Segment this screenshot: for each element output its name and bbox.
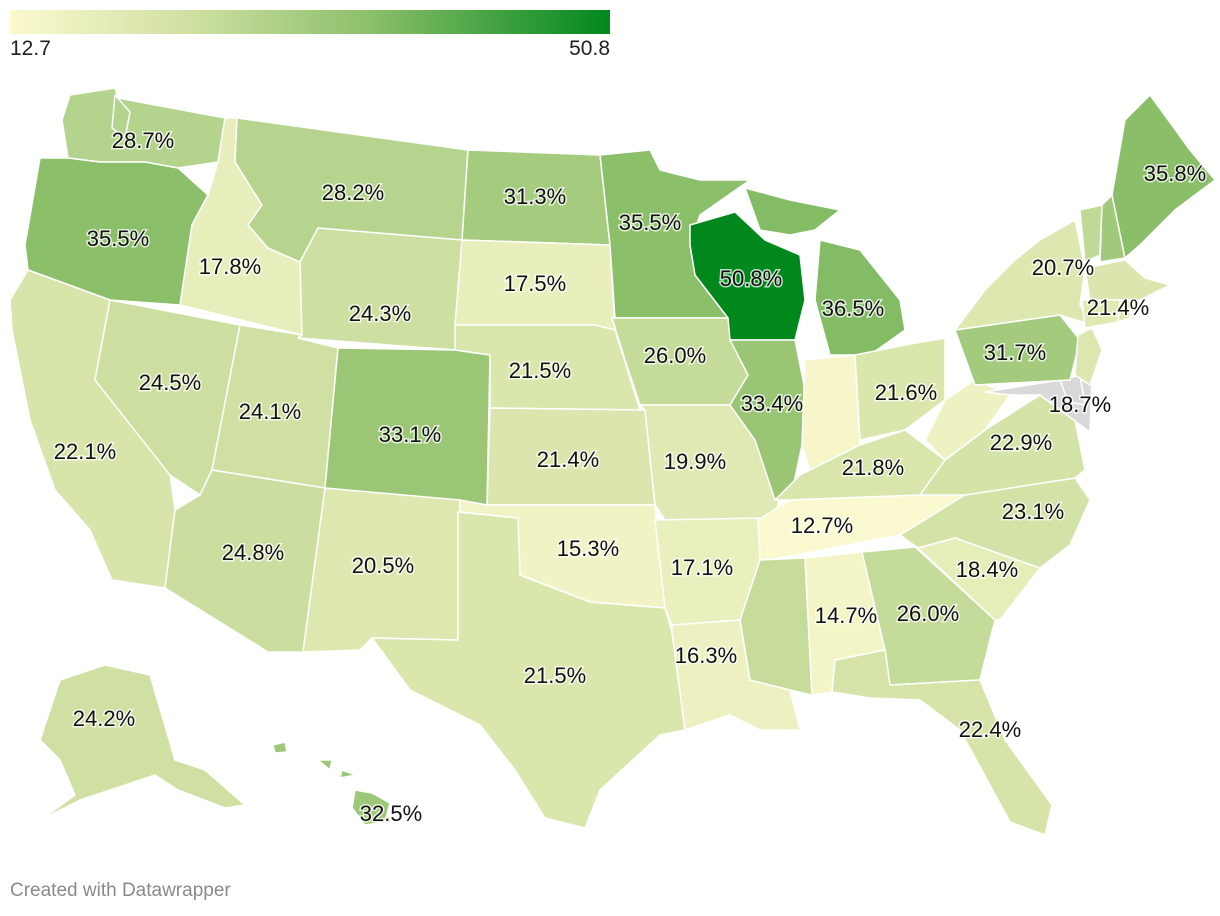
value-label-ne: 21.5% xyxy=(509,358,571,383)
state-shape-vt xyxy=(1079,204,1103,263)
value-label-sc: 18.4% xyxy=(956,557,1018,582)
value-label-wi: 50.8% xyxy=(720,266,782,291)
state-shape-mi xyxy=(744,187,841,236)
value-label-al: 14.7% xyxy=(815,603,877,628)
value-label-ia: 26.0% xyxy=(644,343,706,368)
state-wa xyxy=(61,87,226,169)
value-label-md: 18.7% xyxy=(1049,392,1111,417)
state-ak xyxy=(19,664,246,836)
value-label-ks: 21.4% xyxy=(537,447,599,472)
value-label-ok: 15.3% xyxy=(557,536,619,561)
state-me xyxy=(1111,94,1216,259)
value-label-pa: 31.7% xyxy=(984,340,1046,365)
state-mi xyxy=(744,187,906,356)
state-shape-ri xyxy=(1117,299,1133,323)
color-legend: 12.7 50.8 xyxy=(10,10,610,63)
state-shape-hi xyxy=(351,789,391,826)
state-shape-hi xyxy=(272,741,288,754)
value-label-wa: 28.7% xyxy=(112,128,174,153)
state-nj xyxy=(1074,327,1103,386)
value-label-nd: 31.3% xyxy=(504,184,566,209)
value-label-ar: 17.1% xyxy=(671,555,733,580)
labels-layer: 28.7% 35.5% 22.1% 17.8% 24.5% 28.2% 24.3% 24.1%… xyxy=(52,126,1207,827)
value-label-id: 17.8% xyxy=(199,254,261,279)
state-shape-co xyxy=(324,347,491,506)
state-shape-hi xyxy=(317,759,333,771)
legend-min-label: 12.7 xyxy=(10,37,51,60)
value-label-nc: 23.1% xyxy=(1002,499,1064,524)
value-label-co: 33.1% xyxy=(379,422,441,447)
state-de xyxy=(1059,374,1086,406)
state-shape-me xyxy=(1111,94,1216,259)
state-shape-hi xyxy=(339,769,357,779)
state-vt xyxy=(1079,204,1103,263)
value-label-wy: 24.3% xyxy=(349,301,411,326)
state-shape-ny xyxy=(954,219,1093,331)
value-label-az: 24.8% xyxy=(222,540,284,565)
value-label-tx: 21.5% xyxy=(524,663,586,688)
legend-labels: 12.7 50.8 xyxy=(10,37,610,63)
state-fl xyxy=(831,649,1053,836)
value-label-me: 35.8% xyxy=(1144,161,1206,186)
value-label-ky: 21.8% xyxy=(842,455,904,480)
value-label-ca: 22.1% xyxy=(54,439,116,464)
us-choropleth-map: 28.7% 35.5% 22.1% 17.8% 24.5% 28.2% 24.3% 24.1%… xyxy=(9,87,1216,836)
value-label-sd: 17.5% xyxy=(504,271,566,296)
value-label-mt: 28.2% xyxy=(322,180,384,205)
value-label-ny: 20.7% xyxy=(1032,255,1094,280)
legend-max-label: 50.8 xyxy=(569,37,610,60)
state-ri xyxy=(1117,299,1133,323)
state-hi xyxy=(272,741,391,826)
value-label-fl: 22.4% xyxy=(959,717,1021,742)
value-label-oh: 21.6% xyxy=(875,380,937,405)
value-label-or: 35.5% xyxy=(87,226,149,251)
state-shape-wa xyxy=(111,94,131,139)
value-label-ut: 24.1% xyxy=(239,399,301,424)
state-shape-nj xyxy=(1074,327,1103,386)
value-label-tn: 12.7% xyxy=(791,513,853,538)
state-shape-wy xyxy=(297,227,463,351)
state-shape-fl xyxy=(831,649,1053,836)
credit-text: Created with Datawrapper xyxy=(10,880,231,901)
value-label-ak: 24.2% xyxy=(73,706,135,731)
value-label-ma: 21.4% xyxy=(1087,295,1149,320)
value-label-mo: 19.9% xyxy=(664,449,726,474)
value-label-nv: 24.5% xyxy=(139,370,201,395)
value-label-mn: 35.5% xyxy=(619,210,681,235)
value-label-nm: 20.5% xyxy=(352,553,414,578)
state-ny xyxy=(954,219,1093,331)
legend-gradient-bar xyxy=(10,10,610,34)
state-co xyxy=(324,347,491,506)
value-label-hi: 32.5% xyxy=(360,801,422,826)
state-shape-ak xyxy=(19,664,246,836)
states-layer xyxy=(9,87,1216,836)
value-label-la: 16.3% xyxy=(675,643,737,668)
value-label-mi: 36.5% xyxy=(822,296,884,321)
state-tx xyxy=(371,511,686,829)
state-shape-tx xyxy=(371,511,686,829)
value-label-ga: 26.0% xyxy=(897,601,959,626)
value-label-va: 22.9% xyxy=(990,430,1052,455)
state-wy xyxy=(297,227,463,351)
state-shape-de xyxy=(1059,374,1086,406)
state-shape-mi xyxy=(814,239,906,356)
value-label-il: 33.4% xyxy=(741,391,803,416)
